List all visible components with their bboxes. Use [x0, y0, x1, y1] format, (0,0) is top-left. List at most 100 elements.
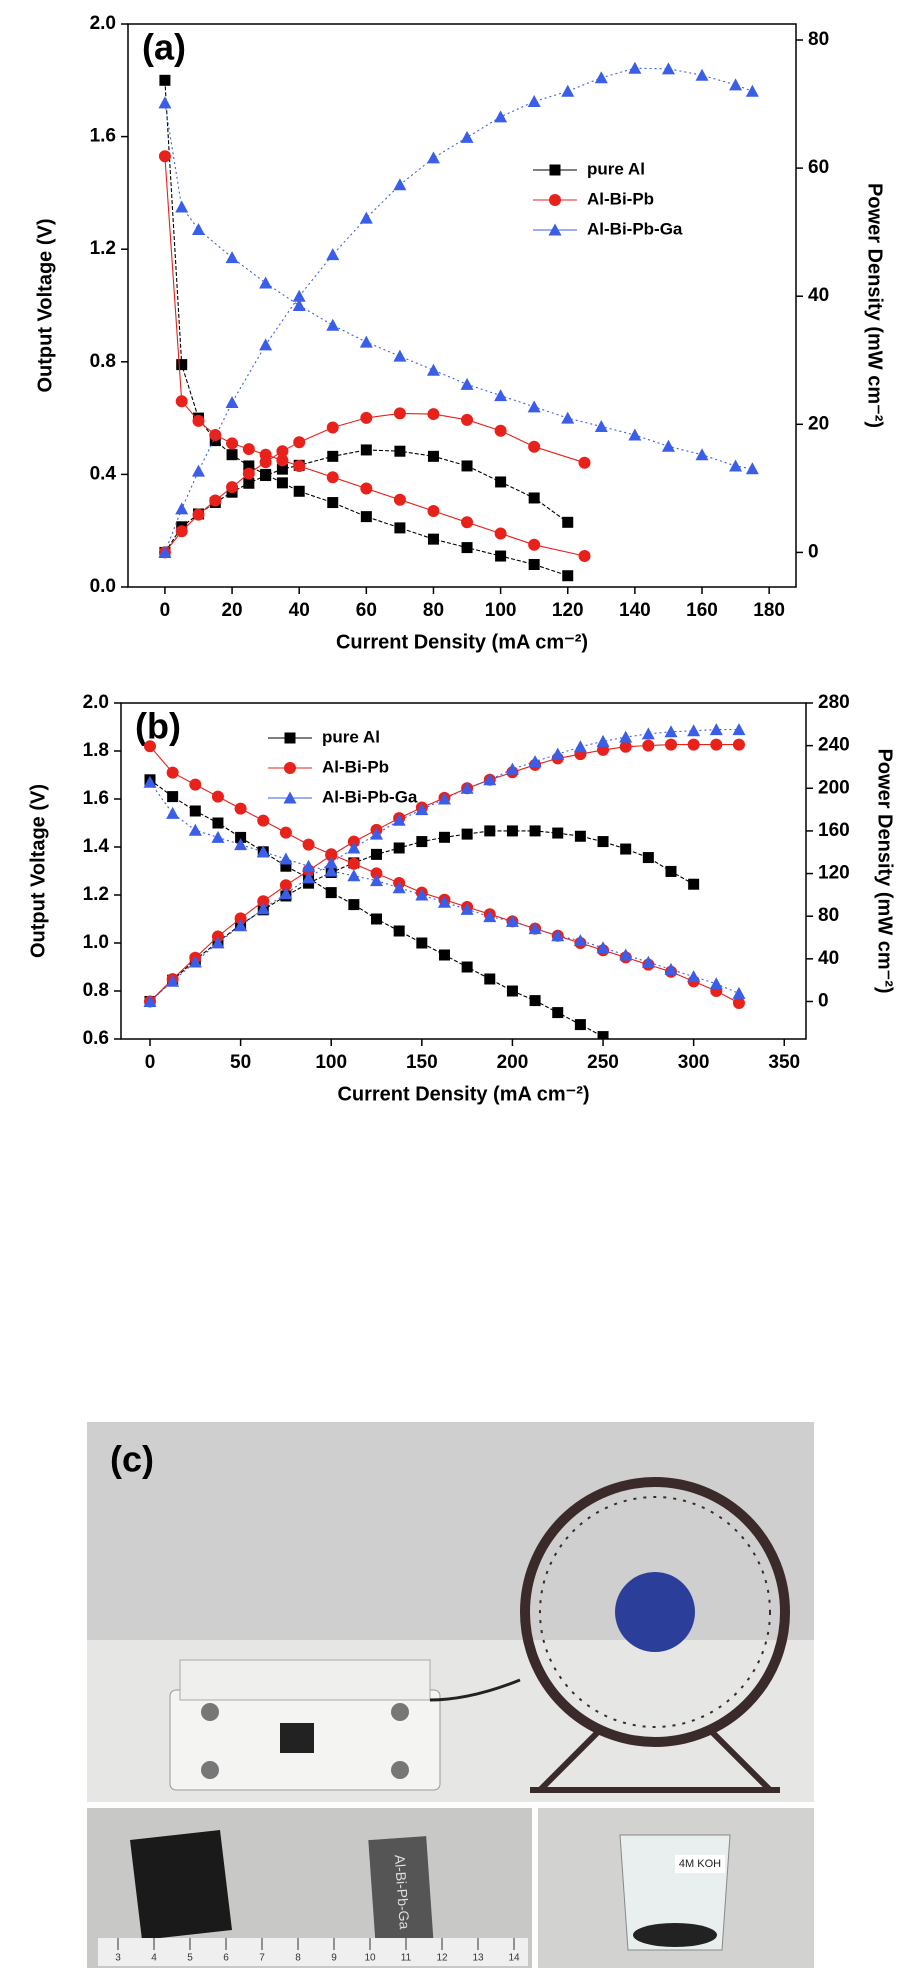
power-point [175, 502, 189, 515]
power-point [175, 525, 188, 538]
power-point [347, 841, 361, 854]
y2-axis-label: Power Density (mW cm⁻²) [864, 183, 886, 428]
x-tick-label: 100 [485, 600, 517, 621]
voltage-point [574, 1019, 586, 1031]
power-point [327, 450, 339, 462]
voltage-point [371, 913, 383, 925]
voltage-point [506, 985, 518, 997]
y-tick-label: 1.6 [90, 126, 116, 147]
power-point [188, 955, 202, 968]
power-point [438, 831, 450, 843]
voltage-point [302, 859, 316, 872]
power-point [665, 865, 677, 877]
y2-tick-label: 240 [818, 735, 850, 756]
fan-grill [539, 1496, 771, 1728]
power-line [149, 729, 739, 1002]
power-point [628, 61, 642, 74]
voltage-point [192, 414, 205, 427]
power-point [225, 396, 239, 409]
power-point [279, 887, 293, 900]
y-tick-label: 2.0 [83, 692, 109, 713]
voltage-point [276, 477, 288, 489]
voltage-point [188, 823, 202, 836]
fan-stand [530, 1727, 780, 1793]
y-tick-label: 0.8 [83, 980, 109, 1001]
power-point [494, 110, 508, 123]
power-point [710, 738, 723, 751]
power-point [302, 871, 316, 884]
y2-tick-label: 80 [808, 29, 829, 50]
power-point [578, 456, 591, 469]
x-tick-label: 20 [221, 600, 242, 621]
ruler-number: 8 [295, 1953, 301, 1964]
voltage-point [293, 485, 305, 497]
power-point [427, 450, 439, 462]
power-point [234, 919, 248, 932]
x-tick-label: 180 [753, 600, 785, 621]
y2-tick-label: 0 [818, 990, 829, 1011]
voltage-point [191, 222, 205, 235]
voltage-point [235, 831, 247, 843]
voltage-point [242, 443, 255, 456]
y2-tick-label: 40 [808, 285, 829, 306]
power-point [561, 84, 575, 97]
voltage-point [175, 395, 188, 408]
power-point [483, 773, 497, 786]
x-tick-label: 50 [230, 1052, 251, 1073]
power-point [642, 739, 655, 752]
x-tick-label: 80 [423, 600, 444, 621]
voltage-point [189, 778, 202, 791]
x-tick-label: 0 [160, 600, 171, 621]
power-point [461, 460, 473, 472]
voltage-point [394, 522, 406, 534]
power-point [729, 78, 743, 91]
voltage-point [158, 96, 172, 109]
beaker-tag [675, 1855, 725, 1873]
power-point [709, 723, 723, 736]
power-point [695, 68, 709, 81]
voltage-point [495, 550, 507, 562]
voltage-point [293, 459, 306, 472]
ruler-number: 4 [151, 1953, 157, 1964]
voltage-point [326, 318, 340, 331]
voltage-point [745, 462, 759, 475]
voltage-point [628, 428, 642, 441]
power-point [494, 424, 507, 437]
ruler-number: 12 [436, 1953, 448, 1964]
voltage-point [324, 864, 338, 877]
power-point [461, 413, 474, 426]
voltage-point [189, 805, 201, 817]
alloy-electrode [368, 1836, 434, 1948]
legend-label: Al-Bi-Pb [587, 189, 654, 208]
voltage-point [461, 516, 474, 529]
ruler-number: 6 [223, 1953, 229, 1964]
power-point [326, 248, 340, 261]
voltage-point [257, 814, 270, 827]
voltage-line [164, 80, 568, 577]
y-tick-label: 2.0 [90, 13, 116, 34]
chart: 0 50 100 150 200 250 300 350 0.6 0.8 1.0 1.2 1.4 1.6 1… [27, 692, 895, 1105]
power-point [732, 723, 746, 736]
plot-frame [120, 702, 807, 1040]
voltage-point [226, 437, 239, 450]
chart: 0 20 40 60 80 100 120 140 160 180 0.0 0.4 0.8 1.2 1.6 2… [34, 13, 885, 653]
x-tick-label: 60 [356, 600, 377, 621]
y2-tick-label: 0 [808, 541, 819, 562]
y-tick-label: 1.6 [83, 788, 109, 809]
power-point [528, 440, 541, 453]
ruler-number: 14 [508, 1953, 520, 1964]
legend-label: Al-Bi-Pb-Ga [322, 787, 418, 806]
power-point [552, 827, 564, 839]
power-point [574, 830, 586, 842]
voltage-point [460, 377, 474, 390]
power-point [664, 738, 677, 751]
power-point [528, 755, 542, 768]
power-point [279, 879, 292, 892]
voltage-point [211, 790, 224, 803]
power-point [529, 825, 541, 837]
power-point [594, 71, 608, 84]
voltage-point [687, 970, 701, 983]
x-tick-label: 150 [406, 1052, 438, 1073]
legend-marker [549, 164, 561, 176]
